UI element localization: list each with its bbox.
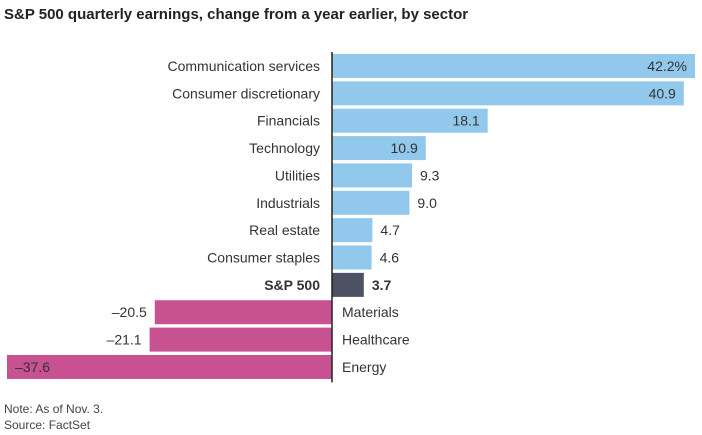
bar <box>154 300 332 325</box>
category-label: Consumer staples <box>207 250 320 266</box>
bar-chart: Communication services 42.2% Consumer disc… <box>7 52 695 383</box>
category-label: Consumer discretionary <box>172 85 320 101</box>
category-label: Technology <box>249 140 320 156</box>
value-label: 40.9 <box>649 85 676 101</box>
chart-note: Note: As of Nov. 3. <box>4 402 104 416</box>
value-label: 4.7 <box>380 222 400 238</box>
bar <box>332 54 695 78</box>
chart-title: S&P 500 quarterly earnings, change from … <box>4 6 469 23</box>
bar <box>332 245 372 270</box>
value-label: –37.6 <box>15 359 50 375</box>
value-label: 4.6 <box>380 250 400 266</box>
value-label: –21.1 <box>107 332 142 348</box>
category-label: Utilities <box>275 167 320 183</box>
category-label: S&P 500 <box>264 277 320 293</box>
value-label: 9.3 <box>420 167 440 183</box>
value-label: 18.1 <box>452 113 479 129</box>
category-label: Industrials <box>256 195 320 211</box>
bar <box>332 190 410 215</box>
value-label: –20.5 <box>112 304 147 320</box>
bar <box>332 81 684 106</box>
category-label: Real estate <box>249 222 320 238</box>
bar <box>332 272 364 297</box>
value-label: 9.0 <box>417 195 437 211</box>
category-label: Financials <box>257 113 320 129</box>
category-label: Healthcare <box>342 332 410 348</box>
value-label: 10.9 <box>391 140 418 156</box>
bar <box>332 163 412 188</box>
category-label: Communication services <box>168 58 321 74</box>
bar <box>332 136 426 161</box>
bar <box>332 218 373 243</box>
value-label: 42.2% <box>647 58 687 74</box>
bar <box>149 327 332 352</box>
value-label: 3.7 <box>372 277 392 293</box>
bar <box>332 108 488 133</box>
bar <box>7 354 332 379</box>
category-label: Materials <box>342 304 399 320</box>
category-label: Energy <box>342 359 386 375</box>
chart-source: Source: FactSet <box>4 418 91 432</box>
